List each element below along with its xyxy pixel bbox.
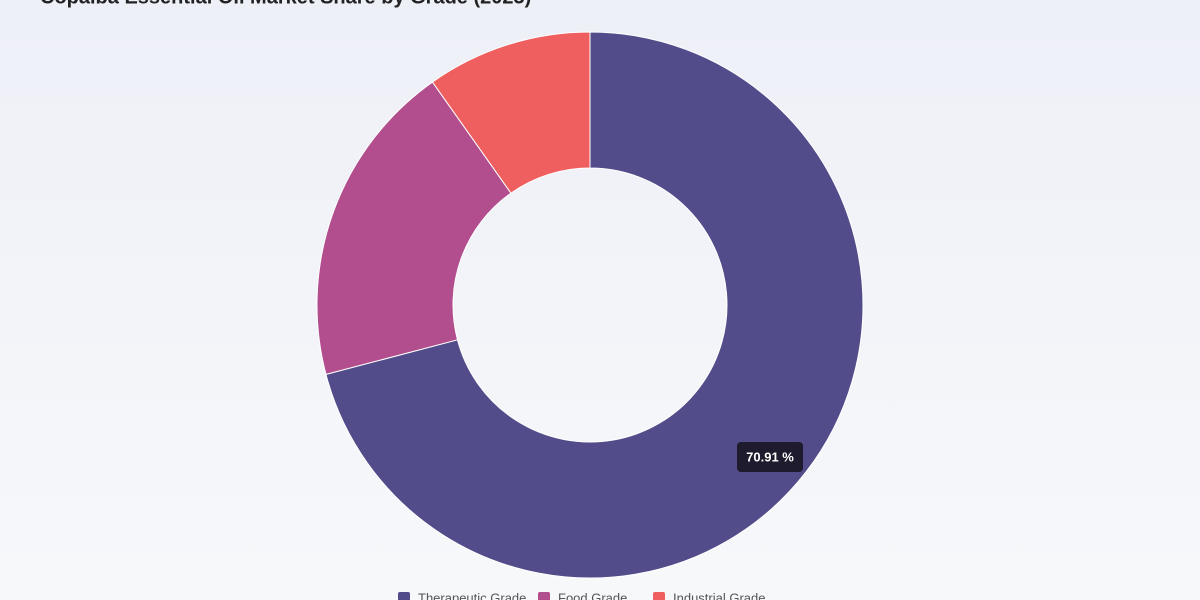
legend-swatch	[538, 592, 550, 600]
legend-swatch	[653, 592, 665, 600]
legend-label: Food Grade	[558, 590, 627, 600]
label-box	[737, 442, 803, 472]
legend-label: Therapeutic Grade	[418, 590, 526, 600]
slice	[325, 31, 864, 579]
slice	[316, 81, 512, 375]
chart-title: Copaiba Essential Oil Market Share by Gr…	[40, 0, 531, 8]
slice	[431, 31, 591, 194]
legend-swatch	[398, 592, 410, 600]
label-text: 70.91 %	[746, 449, 794, 464]
legend-label: Industrial Grade	[673, 590, 766, 600]
data-label: 70.91 %	[737, 442, 803, 472]
